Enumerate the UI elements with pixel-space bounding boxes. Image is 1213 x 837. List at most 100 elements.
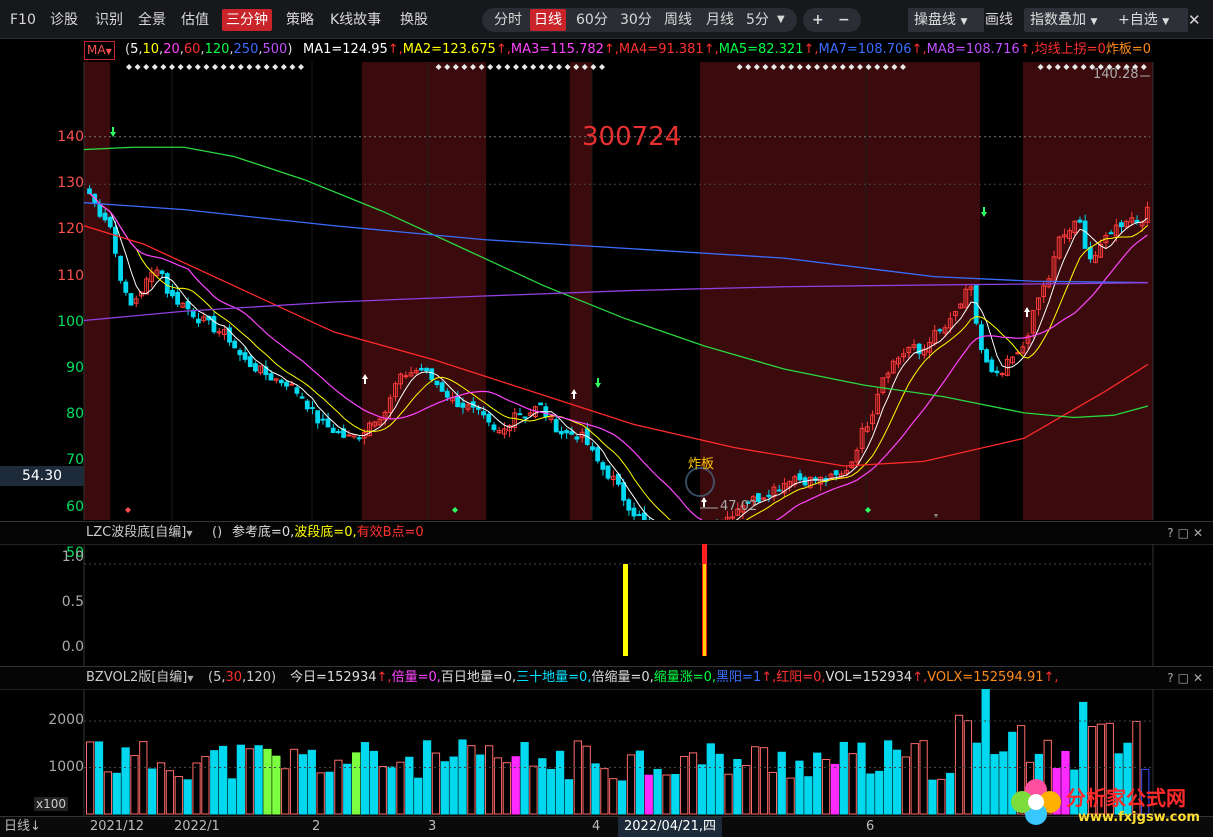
candle-body (906, 346, 912, 353)
tab-diagnose[interactable]: 诊股 (50, 12, 78, 28)
volume-bar (289, 748, 299, 815)
panel2-arrow: ↑, (912, 670, 928, 685)
candle-body (320, 418, 326, 421)
volume-bar (174, 776, 183, 815)
candle-body (911, 344, 917, 348)
tab-k-story[interactable]: K线故事 (330, 12, 382, 28)
ma250-line (83, 202, 1149, 284)
signal-diamond (788, 64, 795, 70)
signal-diamond (495, 64, 502, 70)
ma-sep: , (200, 42, 205, 57)
volume-bar (777, 751, 786, 815)
period-60min[interactable]: 60分 (576, 12, 608, 28)
ma-indicator-button[interactable]: MA▼ (84, 41, 115, 60)
watchlist-dropdown[interactable]: +自选 ▼ (1112, 8, 1188, 32)
period-weekly[interactable]: 周线 (664, 12, 692, 28)
signal-diamond (452, 64, 459, 70)
candle-body (501, 428, 507, 435)
period-30min[interactable]: 30分 (620, 12, 652, 28)
candle-body (253, 363, 258, 372)
ma-value: MA7=108.706 (818, 42, 912, 57)
ma120-line (83, 146, 1149, 419)
chevron-down-icon: ▼ (1090, 17, 1098, 27)
volume-bar (875, 770, 884, 815)
signal-diamond (151, 64, 158, 70)
candle-body (626, 499, 632, 511)
tab-identify[interactable]: 识别 (95, 12, 123, 28)
candle-body (994, 370, 1000, 374)
candle-body (460, 402, 466, 408)
close-icon[interactable]: ✕ (1188, 11, 1201, 29)
tab-switch-stock[interactable]: 换股 (400, 12, 428, 28)
signal-diamond (1080, 64, 1087, 70)
signal-bar-yellow (623, 564, 628, 656)
period-5min[interactable]: 5分 (746, 12, 769, 28)
ma500-line (83, 281, 1149, 322)
chevron-down-icon[interactable]: ▼ (777, 14, 785, 25)
candle-body (512, 412, 518, 429)
candle-body (745, 501, 751, 504)
candle-body (107, 216, 113, 228)
panel2-window-controls[interactable]: ?□✕ (1167, 671, 1207, 685)
signal-diamond (289, 64, 296, 70)
volume-bar (458, 739, 467, 815)
signal-diamond (134, 64, 141, 70)
tab-three-minutes[interactable]: 三分钟 (222, 9, 272, 31)
ma-param: 10 (142, 42, 160, 57)
price-tick: 80 (66, 406, 84, 423)
candle-body (372, 421, 378, 427)
signal-diamonds (126, 64, 1147, 70)
signal-diamond (900, 64, 906, 70)
volume-bar (369, 750, 379, 815)
period-monthly[interactable]: 月线 (706, 12, 734, 28)
candle-body (636, 514, 642, 517)
candle-body (133, 298, 139, 304)
index-overlay-dropdown[interactable]: 指数叠加 ▼ (1024, 8, 1116, 32)
volume-bar (1043, 739, 1052, 815)
tab-strategy[interactable]: 策略 (286, 12, 314, 28)
panel1-title[interactable]: LZC波段底[自编]▼ (86, 525, 193, 540)
candle-body (984, 349, 989, 363)
zoom-in-button[interactable]: + (812, 12, 824, 28)
tab-f10[interactable]: F10 (10, 12, 36, 28)
panel1-window-controls[interactable]: ?□✕ (1167, 526, 1207, 540)
zoom-out-button[interactable]: − (838, 12, 850, 28)
volume-bar (715, 753, 724, 815)
candle-body (781, 482, 787, 494)
volume-bar (272, 755, 281, 815)
candle-body (890, 360, 896, 374)
volume-bar (990, 754, 999, 815)
candle-body (273, 378, 279, 381)
volume-bar (1070, 769, 1079, 815)
volume-bar (281, 768, 290, 815)
candle-body (724, 516, 730, 520)
candle-body (921, 348, 927, 356)
draw-line-button[interactable]: 画线 (985, 12, 1013, 28)
candle-body (491, 424, 497, 431)
candle-body (439, 382, 445, 392)
trading-line-dropdown[interactable]: 操盘线 ▼ (908, 8, 984, 32)
candlestick-chart[interactable] (0, 62, 1213, 520)
volume-bar (697, 764, 707, 815)
signal-diamond (504, 64, 511, 70)
price-tick: 130 (57, 175, 84, 192)
candle-body (953, 311, 958, 317)
date-label: 6 (866, 819, 875, 834)
signal-diamond (444, 64, 451, 70)
volume-bar (520, 742, 529, 815)
panel2-value: 红阳=0, (776, 670, 826, 685)
volume-bar (219, 745, 228, 815)
low-price-label: 47.02 (720, 499, 758, 514)
period-intraday[interactable]: 分时 (494, 12, 522, 28)
volume-bar (502, 762, 512, 815)
candle-body (564, 430, 569, 434)
price-tick: 110 (57, 267, 84, 284)
tab-panorama[interactable]: 全景 (138, 12, 166, 28)
period-daily[interactable]: 日线 (530, 9, 566, 31)
volume-bar (360, 742, 370, 815)
period-mode[interactable]: 日线↓ (4, 819, 41, 834)
candle-body (304, 400, 310, 410)
panel2-title[interactable]: BZVOL2版[自编]▼ (86, 670, 194, 685)
volume-bar (103, 771, 112, 815)
tab-valuation[interactable]: 估值 (181, 12, 209, 28)
